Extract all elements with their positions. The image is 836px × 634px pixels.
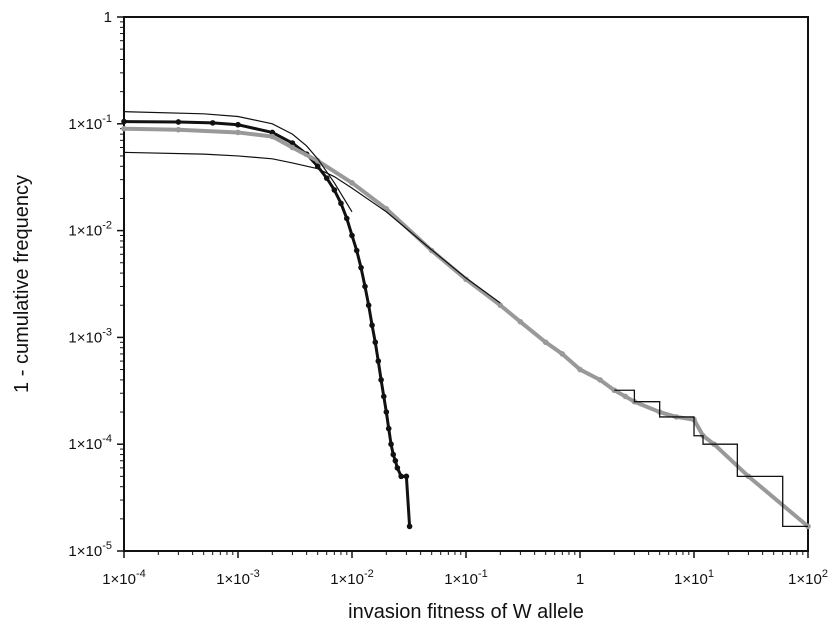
gray-series-point [542,339,549,346]
black-series-point [209,120,216,126]
gray-series-point [121,125,127,132]
black-series-point [394,465,401,471]
x-tick-label: 1×10-4 [102,568,146,588]
black-series-point [365,302,372,309]
gray-series-point [577,366,583,373]
black-series-point [175,119,182,125]
black-series-point [314,163,321,170]
gray-series-point [235,129,241,136]
black-series-point [349,232,355,239]
black-series-point [269,129,276,136]
black-series-point [362,283,368,290]
gray-series-point [175,126,182,133]
gray-series-line [123,126,810,528]
x-tick-label: 1×10-1 [444,568,488,588]
axis-ticks [117,16,809,558]
black-series-point [121,118,127,125]
plot-frame [123,16,809,552]
x-tick-label: 1 [576,571,584,588]
black-series-point [378,377,384,383]
x-axis-tick-labels: 1×10-4 1×10-3 1×10-2 1×10-1 1 1×101 1×102 [102,568,828,588]
gray-series-point [559,351,566,357]
black-series-point [338,200,344,207]
gray-series-point [269,133,276,140]
x-tick-label: 1×101 [674,568,714,588]
black-series-point [323,175,330,181]
gray-series-point [289,144,296,151]
black-series-point [369,322,375,329]
black-series-point [388,441,394,448]
black-series-point [403,473,410,480]
gray-series-point [349,180,355,186]
black-series-point [372,339,379,346]
black-series-point [406,523,413,530]
fit-curve [123,111,353,213]
y-tick-label: 1×10-4 [68,433,112,453]
gray-series-point [622,393,629,400]
black-series-point [331,187,338,193]
black-series-point [235,121,241,128]
x-tick-label: 1×102 [788,568,828,588]
black-series-point [392,457,399,464]
y-tick-label: 1×10-2 [68,220,112,240]
plot-area [121,111,811,530]
black-series-point [380,393,387,400]
x-tick-label: 1×10-3 [216,568,260,588]
gray-series-point [517,318,524,325]
x-axis-title: invasion fitness of W allele [348,601,584,623]
black-series-point [375,358,382,364]
gray-series-point [314,158,321,164]
black-series-point [390,451,397,458]
gray-series-point [597,377,603,383]
black-series-point [398,473,404,480]
x-tick-label: 1×10-2 [330,568,374,588]
gray-series-point [497,302,504,309]
black-series-point [383,409,390,415]
y-tick-label: 1×10-5 [68,540,112,560]
y-tick-label: 1 [104,9,112,26]
gray-series-point [611,387,618,394]
y-axis-tick-labels: 1×10-5 1×10-4 1×10-3 1×10-2 1×10-1 1 [68,9,112,560]
black-series-line [123,120,412,527]
y-tick-label: 1×10-1 [68,113,112,133]
black-series-point [353,247,360,254]
y-axis-title: 1 - cumulative frequency [11,175,33,393]
black-series-point [358,264,364,271]
black-series-point [385,425,392,432]
step-tail-line [614,389,808,528]
y-tick-label: 1×10-3 [68,326,112,346]
gray-series-point [463,276,469,283]
black-series-point [343,215,350,222]
fit-curve [123,151,501,304]
